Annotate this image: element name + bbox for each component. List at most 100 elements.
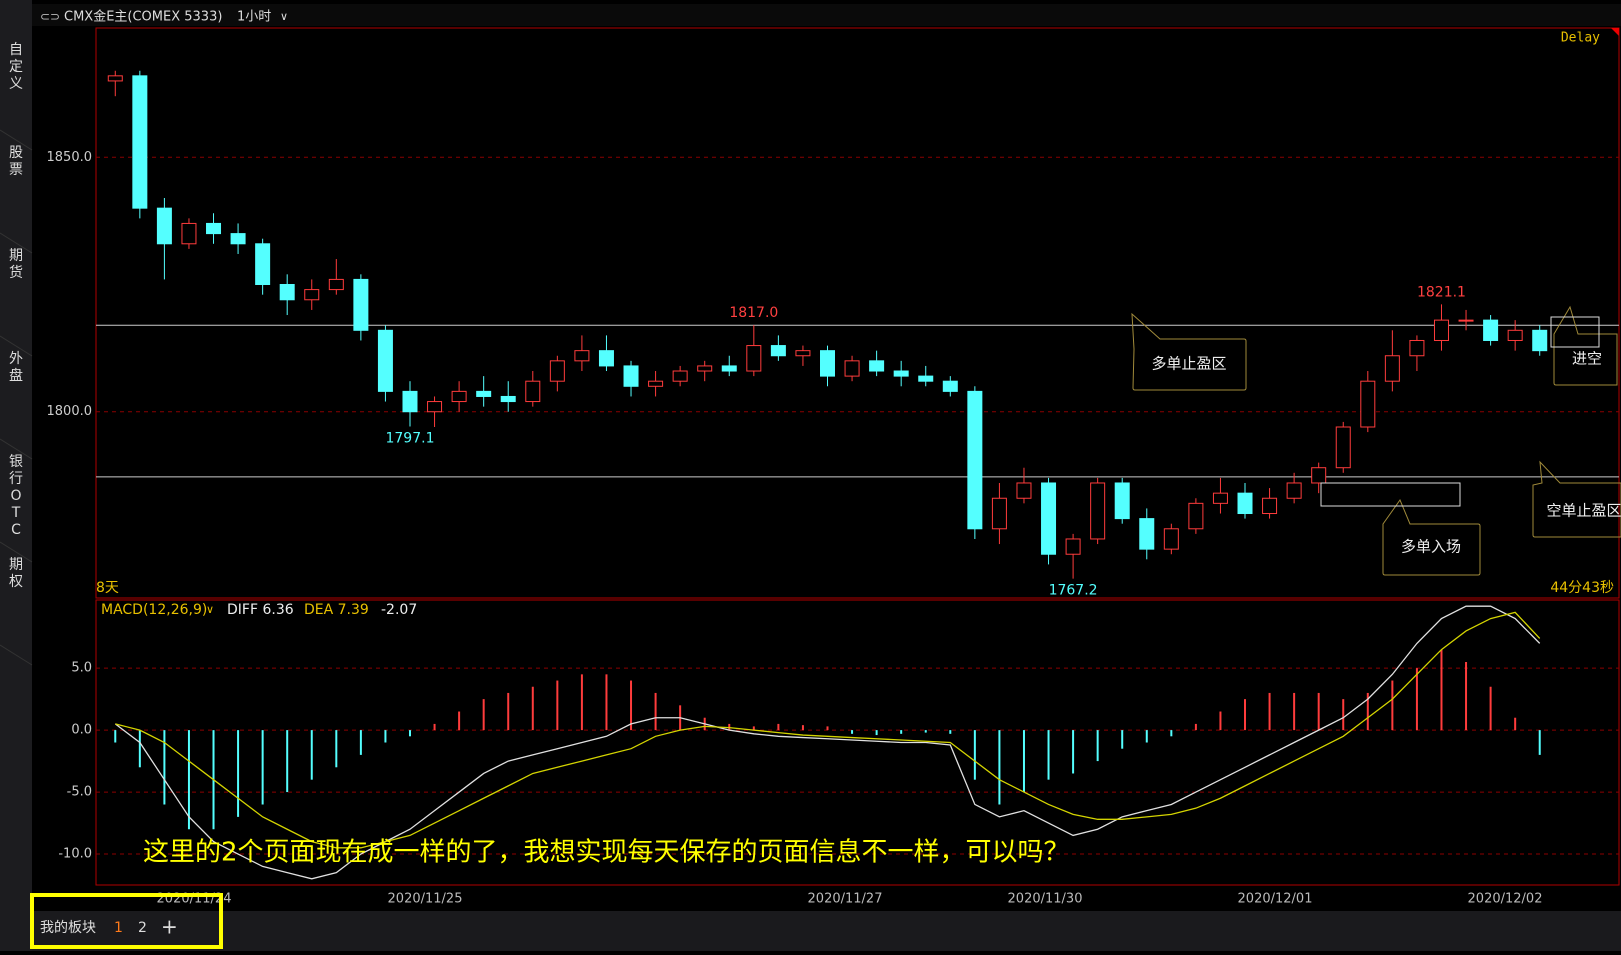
macd-chart: 5.0 0.0 -5.0 -10.0 bbox=[58, 605, 1619, 880]
candle-body bbox=[1188, 502, 1204, 530]
candle-body bbox=[206, 222, 222, 235]
macd-dea: DEA 7.39 bbox=[304, 602, 369, 618]
selection-box bbox=[1320, 482, 1461, 507]
candle-body bbox=[672, 370, 688, 382]
candle-body bbox=[500, 395, 516, 403]
sidebar-tab[interactable]: 自定义 bbox=[9, 42, 23, 92]
note-box bbox=[1532, 460, 1621, 538]
price-chart: 1850.0 1800.0 1817.0 1797.1 1821.1 1767.2 bbox=[47, 70, 1619, 599]
y-tick-label: -5.0 bbox=[67, 785, 92, 800]
sidebar-divider bbox=[0, 541, 33, 563]
range-label: 8天 bbox=[96, 580, 119, 596]
sidebar-tab[interactable]: 期货 bbox=[9, 248, 23, 281]
candle-body bbox=[1532, 329, 1548, 352]
candle-body bbox=[525, 380, 541, 403]
candle-body bbox=[697, 365, 713, 372]
y-tick-label: 1850.0 bbox=[47, 150, 93, 165]
candle-body bbox=[1458, 319, 1474, 322]
sidebar-divider bbox=[0, 335, 33, 357]
candle-body bbox=[402, 390, 418, 413]
candle-body bbox=[132, 75, 148, 209]
x-tick-label: 2020/12/02 bbox=[1468, 892, 1543, 907]
delay: Delay bbox=[1561, 31, 1600, 46]
countdown: 44分43秒 bbox=[1550, 580, 1614, 596]
candle-body bbox=[1041, 482, 1057, 555]
y-tick-label: 0.0 bbox=[71, 723, 92, 738]
symbol[interactable]: CMX金E主(COMEX 5333) bbox=[64, 9, 222, 25]
link-icon: ⊂⊃ bbox=[40, 10, 60, 24]
note-box bbox=[1382, 498, 1481, 576]
x-tick-label: 2020/12/01 bbox=[1238, 892, 1313, 907]
note-boxes bbox=[1131, 305, 1621, 576]
sidebar-divider bbox=[0, 129, 33, 151]
footer-tab[interactable]: 我的板块 bbox=[40, 920, 96, 936]
candle-body bbox=[820, 350, 835, 377]
candle-body bbox=[1335, 426, 1351, 469]
candle-body bbox=[328, 278, 344, 291]
x-tick-label: 2020/11/25 bbox=[388, 892, 463, 907]
price-annotation: 1797.1 bbox=[385, 430, 434, 446]
candle-body bbox=[353, 278, 369, 331]
candle-body bbox=[181, 222, 197, 245]
candle-body bbox=[1016, 482, 1032, 499]
candle-body bbox=[230, 233, 246, 245]
sidebar-tab[interactable]: 期权 bbox=[9, 557, 23, 590]
sidebar-divider bbox=[0, 232, 33, 254]
candle-body bbox=[1507, 329, 1523, 341]
candle-body bbox=[1237, 492, 1253, 515]
highlight-box bbox=[30, 893, 223, 949]
candle-body bbox=[377, 329, 393, 392]
price-annotation: 1767.2 bbox=[1049, 583, 1098, 599]
candle-body bbox=[1262, 497, 1278, 515]
candle-body bbox=[623, 365, 639, 387]
note-text: 空单止盈区 bbox=[1546, 502, 1621, 520]
macd-line bbox=[115, 611, 1541, 849]
note-text: 多单入场 bbox=[1401, 538, 1461, 556]
x-tick-label: 2020/11/27 bbox=[808, 892, 883, 907]
candle-body bbox=[1384, 355, 1400, 382]
candle-body bbox=[1360, 380, 1376, 428]
y-tick-label: 5.0 bbox=[71, 661, 92, 676]
y-tick-label: -10.0 bbox=[58, 847, 92, 862]
price-panel bbox=[95, 27, 1620, 599]
candle-body bbox=[1163, 528, 1179, 550]
footer-tab[interactable]: 2 bbox=[138, 920, 147, 936]
candle-body bbox=[156, 207, 172, 245]
candle-body bbox=[918, 375, 934, 382]
candle-body bbox=[1433, 319, 1449, 341]
note-box bbox=[1553, 305, 1618, 386]
corner-flag bbox=[1611, 28, 1619, 36]
sidebar-tab[interactable]: 银行 O T C bbox=[9, 454, 23, 538]
macd-arrow[interactable]: ∨ bbox=[206, 603, 214, 616]
footer-add[interactable]: + bbox=[161, 915, 178, 939]
candle-body bbox=[770, 345, 786, 357]
candle-body bbox=[1409, 339, 1425, 357]
macd-line bbox=[114, 605, 1541, 880]
footer-bar bbox=[32, 911, 1621, 951]
candle-body bbox=[549, 360, 565, 382]
candle-body bbox=[255, 243, 271, 286]
sidebar-tab[interactable]: 外盘 bbox=[9, 351, 23, 384]
macd-title[interactable]: MACD(12,26,9) bbox=[101, 602, 207, 618]
candle-body bbox=[279, 284, 295, 301]
macd-panel bbox=[95, 599, 1620, 886]
candle-body bbox=[991, 497, 1007, 530]
sidebar-tab[interactable]: 股票 bbox=[9, 145, 23, 178]
candle-body bbox=[1483, 319, 1499, 341]
footer-tab[interactable]: 1 bbox=[114, 920, 123, 936]
candle-body bbox=[869, 360, 885, 372]
candle-body bbox=[1212, 492, 1228, 504]
header-bar bbox=[32, 4, 1621, 26]
period-arrow[interactable]: ∨ bbox=[280, 10, 288, 23]
candle-body bbox=[967, 390, 983, 530]
candle-body bbox=[1286, 482, 1302, 499]
candle-body bbox=[598, 350, 614, 367]
period[interactable]: 1小时 bbox=[237, 10, 271, 25]
x-tick-label: 2020/11/30 bbox=[1008, 892, 1083, 907]
candle-body bbox=[721, 365, 737, 372]
macd-value: -2.07 bbox=[381, 602, 417, 618]
candle-body bbox=[648, 380, 664, 387]
y-tick-label: 1800.0 bbox=[47, 404, 93, 419]
